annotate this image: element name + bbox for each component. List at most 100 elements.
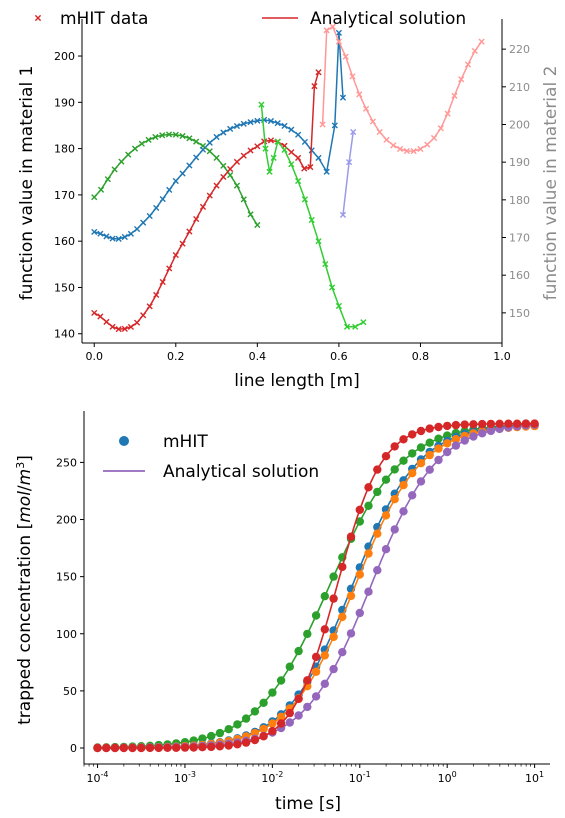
chart-bottom: 10-4 10-3 10-2 10-1 100 101 0 50 100 150 200 250 mH…: [14, 411, 550, 814]
chart-bottom-series-5-point-34: [381, 452, 391, 461]
chart-bottom-series-5-point-7: [145, 743, 155, 753]
chart-top-series-2-point-21: [220, 129, 227, 136]
chart-bottom-y-tick-label-50: 50: [63, 685, 77, 698]
chart-top-x-tick-label-0-2: 0.2: [167, 350, 185, 363]
chart-top-series-3-point-15: [179, 240, 186, 247]
chart-top-series-4-point-11: [315, 238, 322, 245]
chart-bottom-series-3-point-35: [390, 495, 399, 504]
chart-top-series-1-point-7: [131, 145, 139, 152]
chart-top-series-5-point-8: [362, 105, 370, 112]
chart-top-series-3-point-8: [133, 319, 141, 326]
chart-top-series-3-point-4: [109, 323, 116, 330]
chart-top-series-5-point-17: [424, 141, 431, 148]
chart-bottom-y-tick-label-250: 250: [56, 456, 77, 469]
chart-top-series-1-point-13: [172, 131, 179, 138]
chart-top-series-2-point-12: [159, 195, 166, 203]
chart-top-series-2-point-22: [227, 125, 234, 132]
chart-bottom-series-5-point-22: [276, 719, 286, 728]
chart-top-right-y-tick-label-150: 150: [509, 307, 530, 320]
chart-bottom-series-3-point-31: [355, 570, 364, 579]
chart-bottom-series-4-point-25: [303, 702, 312, 712]
chart-top-series-2: [91, 29, 347, 242]
chart-bottom-series-5-point-25: [303, 676, 312, 685]
chart-bottom-series-4-point-26: [311, 692, 321, 701]
chart-bottom-series-3-point-39: [425, 450, 434, 460]
chart-top-series-5-point-11: [383, 136, 390, 143]
chart-top-right-y-tick-label-170: 170: [509, 232, 530, 245]
chart-top-series-3-line: [93, 71, 320, 330]
chart-bottom-series-5-point-19: [250, 735, 260, 745]
chart-bottom-series-3-point-26: [311, 667, 321, 676]
chart-top-y-tick-label-140: 140: [54, 328, 75, 341]
chart-bottom-series-5-point-1: [93, 743, 102, 753]
chart-top-series-4-point-2: [262, 145, 269, 152]
chart-bottom-x-tick-label-10-3: 10-3: [174, 770, 196, 785]
chart-bottom-series-4-point-45: [478, 429, 487, 438]
chart-bottom-series-3-point-21: [268, 719, 277, 728]
chart-top-series-3-point-21: [220, 173, 227, 181]
chart-top-series-6: [339, 128, 357, 219]
chart-bottom-series-4-point-33: [373, 566, 382, 575]
chart-top-series-1-point-8: [138, 140, 145, 147]
chart-bottom-series-1-point-40: [434, 434, 443, 443]
chart-top-series-4-point-13: [329, 284, 336, 291]
chart-bottom-series-5-point-8: [154, 743, 163, 753]
chart-bottom-series-5-point-24: [294, 694, 303, 704]
chart-top-series-2-point-13: [166, 186, 173, 193]
chart-bottom-y-tick-label-150: 150: [56, 571, 77, 584]
chart-top-series-3-point-25: [247, 147, 254, 154]
chart-top-series-4-point-8: [295, 177, 302, 185]
chart-top-series-2-point-28: [267, 117, 275, 125]
chart-top-series-3-point-11: [153, 291, 160, 299]
chart-bottom-series-5-point-14: [207, 742, 216, 752]
chart-bottom-y-tick-label-100: 100: [56, 628, 77, 641]
chart-top-series-5-point-16: [417, 145, 424, 153]
chart-top-series-1-point-21: [227, 171, 234, 179]
chart-top-x-tick-label-1-0: 1.0: [493, 350, 511, 363]
chart-bottom-series-5-point-2: [102, 743, 111, 753]
legend-marker-mhit: [119, 436, 129, 446]
chart-bottom-series-3-point-32: [364, 549, 373, 558]
chart-top-series-3-point-35: [311, 83, 318, 90]
chart-bottom-series-5-point-50: [521, 419, 531, 428]
chart-bottom-series-3-point-20: [259, 724, 268, 734]
chart-bottom-series-5-point-15: [215, 742, 225, 751]
chart-bottom-series-1-point-14: [207, 731, 216, 741]
chart-top-series-2-point-29: [274, 120, 281, 127]
chart-top-series-6-line: [342, 131, 354, 215]
chart-top-series-5-point-24: [471, 47, 478, 55]
chart-bottom-series-5-point-47: [495, 419, 504, 428]
chart-top-y-tick-label-180: 180: [54, 143, 75, 156]
chart-bottom-series-1-point-38: [416, 443, 426, 452]
chart-top-series-1-point-20: [220, 162, 227, 169]
chart-top-series-5-point-10: [376, 128, 383, 136]
chart-top-right-y-axis-label: function value in material 2: [541, 66, 561, 301]
legend-label-analytical-solution: Analytical solution: [310, 9, 466, 29]
chart-bottom-series-4-point-23: [285, 718, 294, 727]
chart-bottom-y-tick-label-0: 0: [70, 742, 77, 755]
chart-bottom-series-1-point-16: [224, 725, 233, 734]
chart-top-series-1-point-15: [186, 135, 193, 142]
chart-top-series-2-point-2: [97, 230, 104, 237]
chart-top-series-3-point-9: [140, 312, 147, 319]
chart-bottom-series-1-point-35: [390, 465, 399, 474]
chart-bottom-series-5-point-16: [224, 741, 233, 750]
chart-bottom-series-5-point-45: [478, 419, 487, 429]
chart-top-series-3-point-24: [240, 152, 247, 159]
chart-bottom-series-5-point-44: [469, 420, 478, 429]
chart-top-series-3-point-17: [193, 215, 200, 223]
chart-top-series-4-point-12: [322, 260, 329, 268]
chart-bottom-series-5-point-35: [390, 442, 399, 451]
chart-top-series-3-point-36: [315, 69, 322, 76]
chart-top-series-2-point-14: [172, 177, 179, 185]
chart-bottom-series-group: [93, 419, 539, 753]
chart-top-series-2-point-10: [146, 212, 153, 220]
chart-top-series-2-point-33: [301, 138, 309, 146]
chart-bottom-series-1-point-17: [233, 720, 242, 729]
chart-bottom-series-3-point-42: [451, 435, 461, 444]
chart-top-right-y-tick-label-210: 210: [509, 81, 530, 94]
chart-top-y-tick-label-190: 190: [54, 96, 75, 109]
chart-top-series-1-point-1: [91, 194, 98, 201]
chart-top-series-2-point-32: [295, 131, 302, 138]
